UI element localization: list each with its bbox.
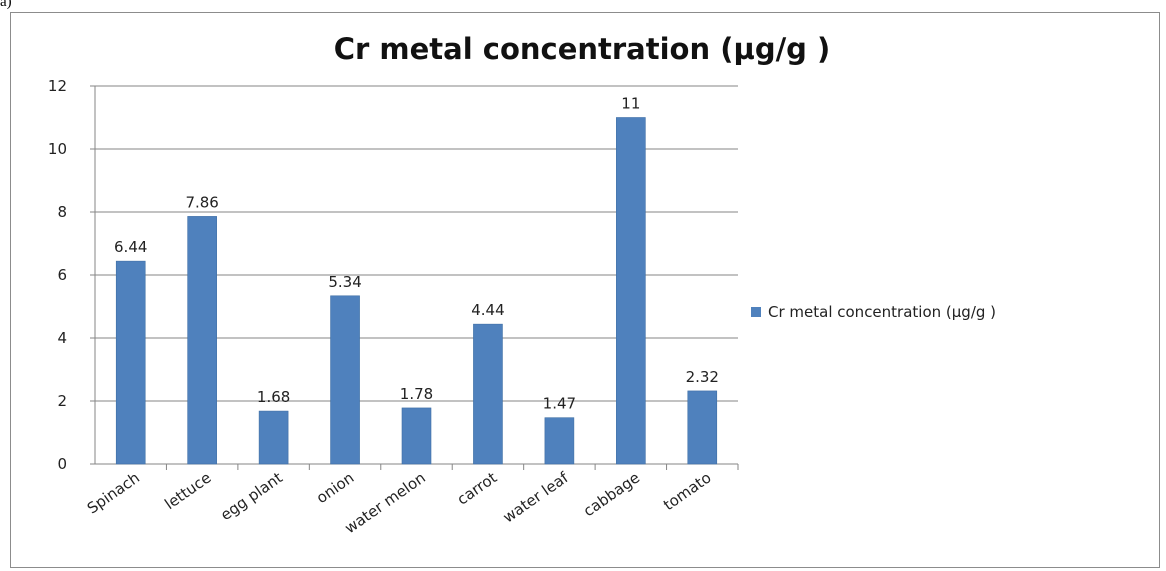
y-tick-label: 2	[57, 392, 67, 410]
data-label: 11	[621, 95, 640, 113]
y-tick-label: 10	[48, 140, 67, 158]
panel-tag: a)	[0, 0, 12, 10]
category-label: onion	[313, 469, 357, 508]
category-label: water melon	[341, 469, 428, 538]
category-label: carrot	[454, 468, 501, 508]
bar	[115, 260, 146, 465]
bar	[616, 117, 646, 465]
bar	[473, 323, 503, 465]
bar	[330, 295, 360, 465]
bar	[401, 407, 432, 465]
data-label: 2.32	[686, 368, 719, 386]
data-labels: 6.44 7.86 1.68 5.34 1.78 4.44 1.47 11 2.32	[114, 95, 719, 413]
data-label: 5.34	[328, 273, 361, 291]
bar	[544, 417, 575, 465]
category-label: Spinach	[84, 469, 143, 518]
category-label: water leaf	[500, 468, 573, 526]
bar	[258, 410, 289, 465]
bar	[187, 216, 217, 465]
y-tick-label: 0	[57, 455, 67, 473]
data-label: 1.78	[400, 385, 433, 403]
y-tick-label: 6	[57, 266, 67, 284]
data-label: 1.47	[543, 395, 576, 413]
data-label: 1.68	[257, 388, 290, 406]
y-tick-label: 4	[57, 329, 67, 347]
bars	[115, 117, 718, 465]
category-label: lettuce	[161, 469, 214, 514]
category-label: tomato	[660, 469, 714, 515]
legend-swatch	[751, 307, 761, 317]
category-label: cabbage	[580, 469, 643, 521]
data-label: 4.44	[471, 301, 504, 319]
y-axis-ticks: 0 2 4 6 8 10 12	[48, 77, 67, 473]
y-tick-label: 8	[57, 203, 67, 221]
category-label: egg plant	[217, 468, 286, 524]
chart-title: Cr metal concentration (µg/g )	[334, 32, 831, 66]
bar	[687, 390, 718, 465]
y-tick-label: 12	[48, 77, 67, 95]
legend-label: Cr metal concentration (µg/g )	[768, 303, 996, 321]
data-label: 6.44	[114, 238, 147, 256]
data-label: 7.86	[185, 193, 218, 211]
legend: Cr metal concentration (µg/g )	[751, 303, 996, 321]
